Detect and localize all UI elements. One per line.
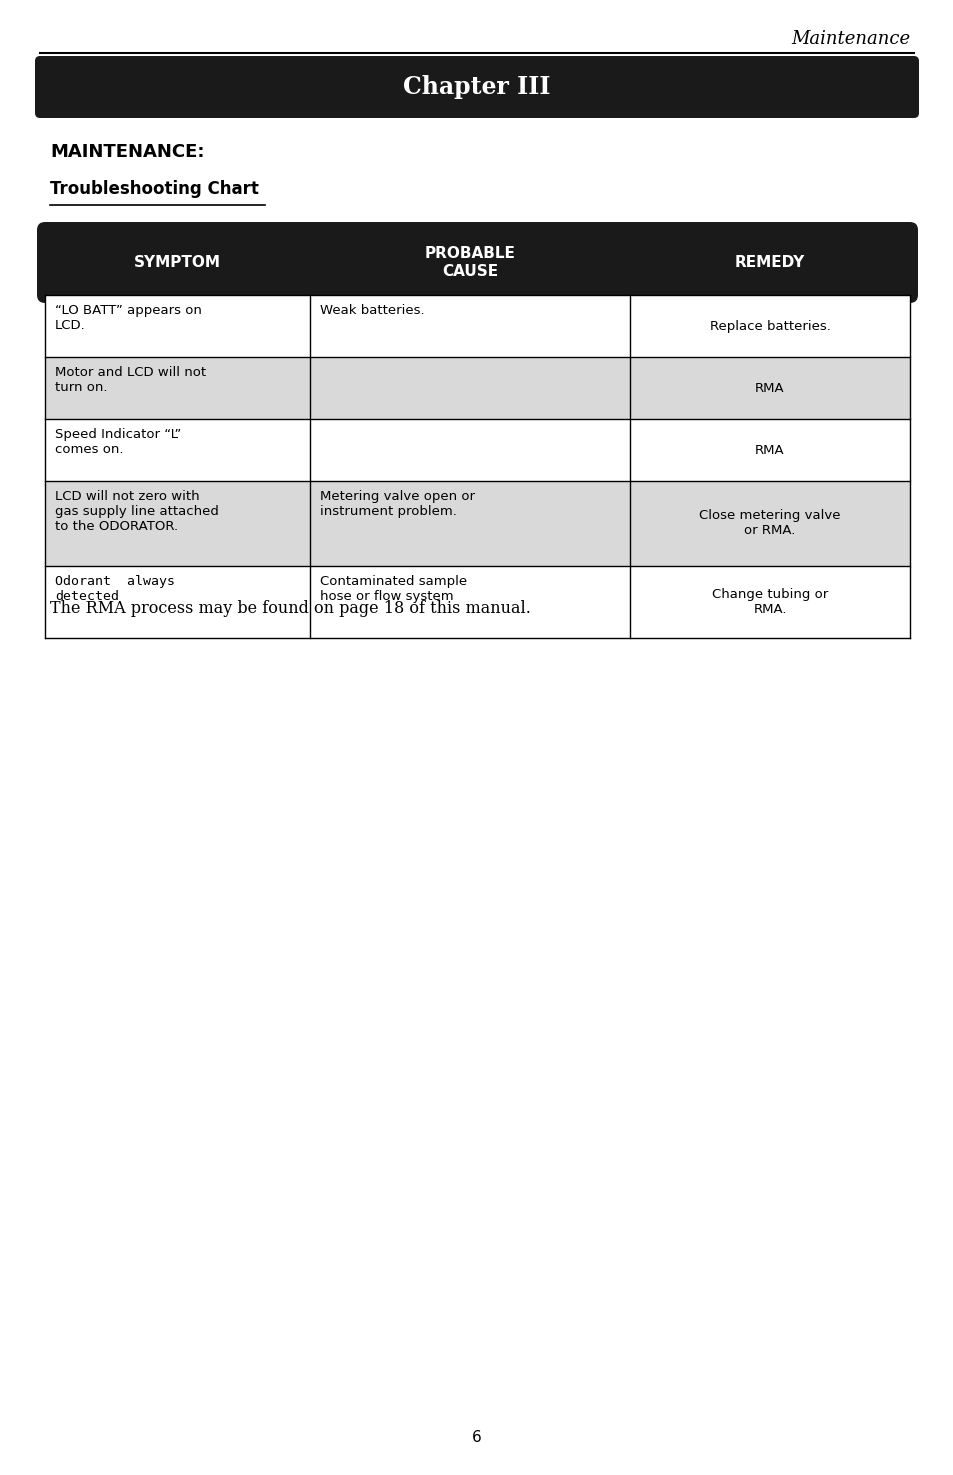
Text: Replace batteries.: Replace batteries. [709,320,829,332]
Text: Troubleshooting Chart: Troubleshooting Chart [50,180,258,198]
Text: “LO BATT” appears on
LCD.: “LO BATT” appears on LCD. [55,304,202,332]
Text: RMA: RMA [755,382,784,394]
Text: 6: 6 [472,1429,481,1445]
Text: Maintenance: Maintenance [790,30,909,49]
Text: Chapter III: Chapter III [403,75,550,99]
Text: PROBABLE
CAUSE: PROBABLE CAUSE [424,246,515,279]
Text: Speed Indicator “L”
comes on.: Speed Indicator “L” comes on. [55,428,181,456]
Bar [45,295,909,357]
Text: RMA: RMA [755,444,784,456]
Bar [45,419,909,481]
Text: MAINTENANCE:: MAINTENANCE: [50,143,204,161]
Text: Odorant  always
detected: Odorant always detected [55,575,174,603]
Text: Motor and LCD will not
turn on.: Motor and LCD will not turn on. [55,366,206,394]
Text: Close metering valve
or RMA.: Close metering valve or RMA. [699,509,840,537]
Text: REMEDY: REMEDY [734,255,804,270]
FancyBboxPatch shape [37,223,917,302]
Text: The RMA process may be found on page 18 of this manual.: The RMA process may be found on page 18 … [50,600,530,617]
Text: Weak batteries.: Weak batteries. [319,304,424,317]
Text: LCD will not zero with
gas supply line attached
to the ODORATOR.: LCD will not zero with gas supply line a… [55,490,218,532]
Text: Metering valve open or
instrument problem.: Metering valve open or instrument proble… [319,490,475,518]
Text: Change tubing or
RMA.: Change tubing or RMA. [711,589,827,617]
Text: Contaminated sample
hose or flow system: Contaminated sample hose or flow system [319,575,467,603]
Bar [45,357,909,419]
Text: SYMPTOM: SYMPTOM [133,255,221,270]
Bar [45,566,909,639]
Bar [45,481,909,566]
FancyBboxPatch shape [35,56,918,118]
